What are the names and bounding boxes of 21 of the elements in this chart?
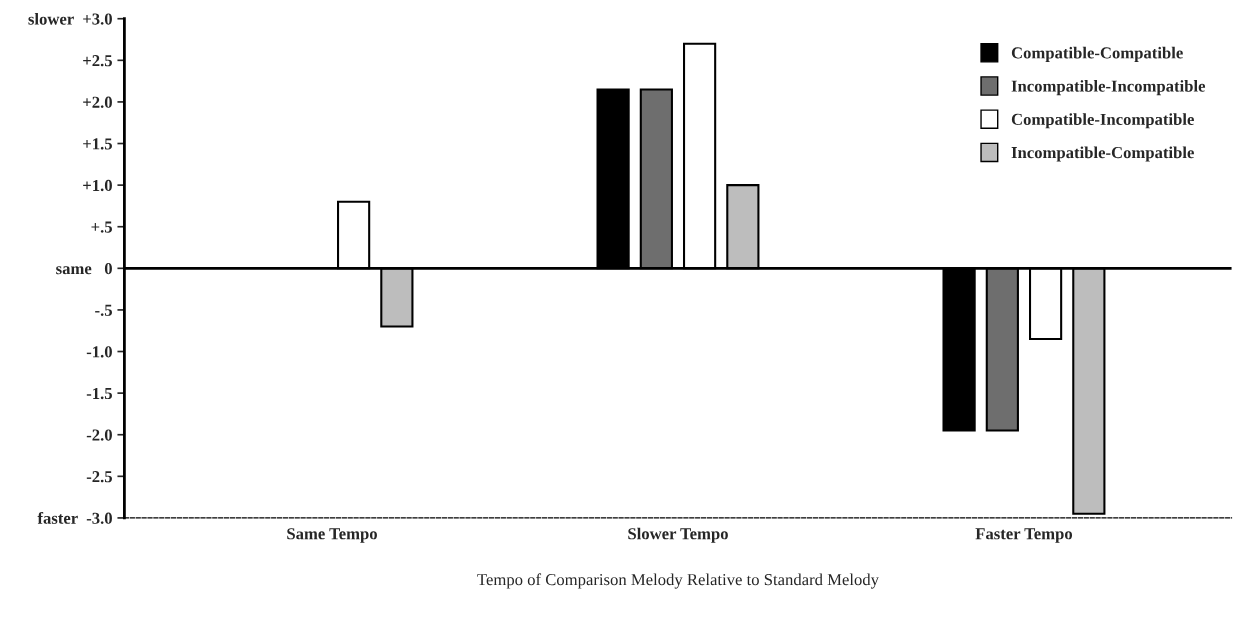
y-tick-label: -2.0 (86, 429, 112, 441)
x-tick-label: Slower Tempo (628, 527, 728, 543)
y-tick-label: -1.0 (86, 346, 112, 358)
y-tick-label: +1.0 (83, 179, 112, 192)
y-tick-label: slower +3.0 (28, 12, 112, 25)
y-tick-label: -1.5 (86, 387, 112, 400)
legend-label: Incompatible-Incompatible (1011, 80, 1206, 96)
y-tick-label: -2.5 (86, 471, 112, 483)
y-tick-label: +.5 (91, 221, 112, 233)
legend-label: Compatible-Incompatible (1011, 113, 1194, 129)
x-tick-label: Faster Tempo (975, 528, 1073, 543)
y-tick-label: +2.5 (83, 55, 112, 67)
y-tick-label: -.5 (95, 304, 112, 316)
x-tick-label: Same Tempo (287, 528, 377, 543)
x-axis-title: Tempo of Comparison Melody Relative to Standard Melody (477, 573, 879, 589)
y-tick-label: same 0 (56, 263, 112, 275)
legend-label: Incompatible-Compatible (1011, 146, 1194, 162)
y-tick-label: +1.5 (83, 138, 112, 150)
legend-label: Compatible-Compatible (1011, 46, 1183, 62)
y-tick-label: +2.0 (83, 96, 112, 108)
y-tick-label: faster -3.0 (37, 511, 112, 524)
